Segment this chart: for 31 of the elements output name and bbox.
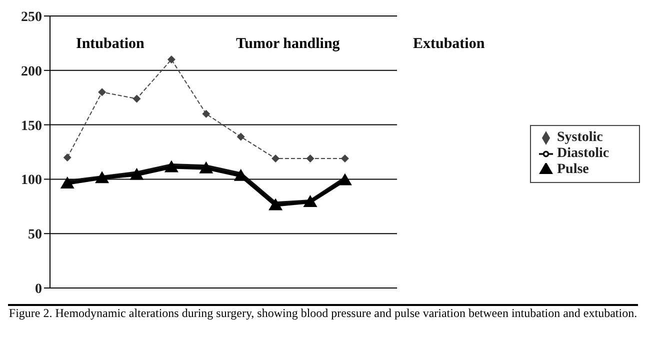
legend-label: Diastolic <box>557 146 610 161</box>
y-tick-label: 50 <box>28 228 42 243</box>
point <box>63 153 72 162</box>
point <box>272 154 280 163</box>
point <box>199 161 214 174</box>
point <box>164 160 178 172</box>
point <box>306 154 314 163</box>
legend-label: Pulse <box>557 162 589 177</box>
point <box>95 171 110 184</box>
point <box>167 56 176 64</box>
point <box>268 198 283 210</box>
point <box>98 88 106 96</box>
point <box>340 154 349 163</box>
point <box>236 132 245 141</box>
point <box>338 173 352 186</box>
point <box>234 168 248 181</box>
point <box>303 195 318 208</box>
y-tick-label: 250 <box>21 10 42 25</box>
point <box>132 94 141 103</box>
caption: Figure 2. Hemodynamic alterations during surgery, showing blood pressure and pulse variation between intubation and extubation. <box>8 304 638 321</box>
y-tick-label: 0 <box>35 282 42 297</box>
y-tick-label: 150 <box>21 118 42 134</box>
point <box>202 110 210 118</box>
point <box>130 168 144 180</box>
y-tick-label: 100 <box>21 173 42 188</box>
point <box>60 176 74 189</box>
y-tick-label: 200 <box>21 64 42 80</box>
annotation: Intubation <box>76 36 144 53</box>
annotation: Tumor handling <box>236 36 340 53</box>
legend-label: Systolic <box>557 130 603 145</box>
text: Extubation <box>413 36 485 53</box>
